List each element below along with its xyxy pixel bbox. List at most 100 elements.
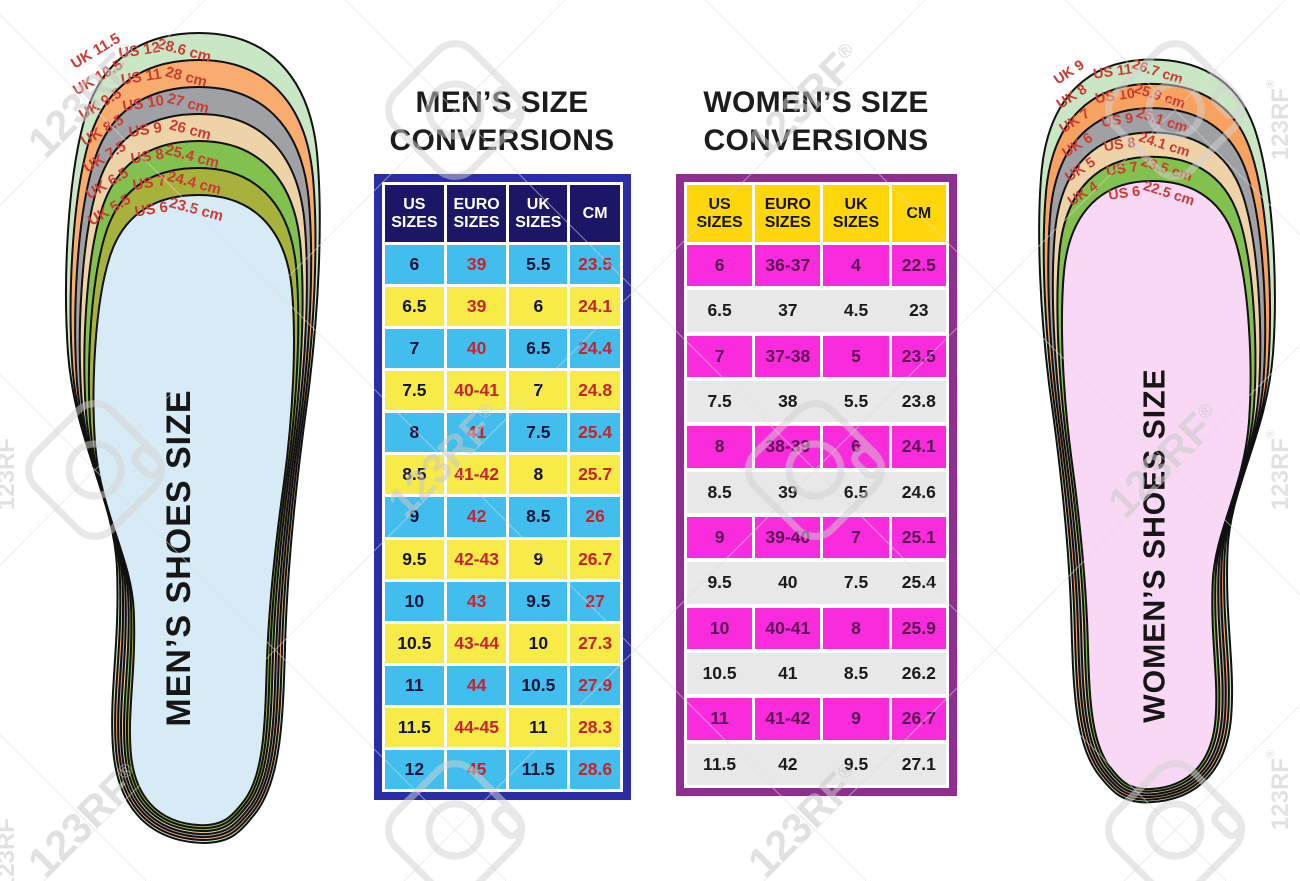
mens-chart-title: MEN’S SIZE CONVERSIONS bbox=[372, 84, 632, 160]
size-cell: 11 bbox=[687, 698, 753, 740]
size-cell: 24.1 bbox=[891, 426, 946, 468]
table-row: 9 42 8.5 26 bbox=[385, 497, 620, 537]
table-row: 11 44 10.5 27.9 bbox=[385, 665, 620, 705]
size-cell: 6 bbox=[823, 426, 889, 468]
column-header-word: SIZES bbox=[696, 213, 743, 231]
size-cell: 11 bbox=[509, 707, 568, 747]
column-header: UK SIZES bbox=[823, 185, 889, 242]
size-cell: 22.5 bbox=[891, 245, 946, 287]
womens-chart-title: WOMEN’S SIZE CONVERSIONS bbox=[671, 84, 961, 160]
size-cell: 27.9 bbox=[570, 665, 620, 705]
table-row: 11.5 42 9.5 27.1 bbox=[687, 743, 946, 785]
size-cell: 23.8 bbox=[901, 391, 936, 412]
size-cell: 8 bbox=[687, 426, 753, 468]
size-cell: 8.5 bbox=[843, 663, 869, 684]
size-cell: 7.5 bbox=[385, 371, 444, 411]
size-cell: 43-44 bbox=[446, 623, 507, 663]
table-row: 11.5 44-45 11 28.3 bbox=[385, 707, 620, 747]
size-cell: 26 bbox=[570, 497, 620, 537]
size-cell: 7.5 bbox=[707, 391, 732, 412]
size-cell: 23.5 bbox=[891, 335, 946, 377]
size-cell: 25.9 bbox=[891, 607, 946, 649]
size-cell: 39 bbox=[446, 245, 507, 285]
size-cell: 42 bbox=[778, 753, 798, 774]
size-cell: 6.5 bbox=[509, 329, 568, 369]
column-header-word: CM bbox=[582, 204, 608, 222]
table-row: 7.5 40-41 7 24.8 bbox=[385, 371, 620, 411]
table-row: 9 39-40 7 25.1 bbox=[687, 516, 946, 559]
column-header: US SIZES bbox=[687, 185, 753, 242]
size-cell: 39-40 bbox=[755, 516, 821, 559]
size-cell: 9 bbox=[509, 539, 568, 579]
size-cell: 7.5 bbox=[843, 572, 869, 593]
table-row: 6.5 39 6 24.1 bbox=[385, 287, 620, 327]
column-header-word: SIZES bbox=[391, 213, 438, 231]
size-cell: 28.3 bbox=[570, 707, 620, 747]
table-row: 8.5 39 6.5 24.6 bbox=[687, 471, 946, 513]
size-cell: 4 bbox=[823, 245, 889, 287]
womens-insole-title: WOMEN’S SHOES SIZE bbox=[1137, 368, 1171, 722]
table-row: 7 40 6.5 24.4 bbox=[385, 329, 620, 369]
mens-table-body: 6 39 5.5 23.5 6.5 39 6 24.1 7 40 6.5 24.4 7.5 40-41 7 2… bbox=[385, 245, 620, 789]
table-row: 10 40-41 8 25.9 bbox=[687, 607, 946, 649]
table-row: 12 45 11.5 28.6 bbox=[385, 749, 620, 789]
womens-table-header: US SIZES EURO SIZES UK SIZES CM bbox=[687, 185, 946, 242]
size-cell: 26.2 bbox=[901, 663, 936, 684]
size-cell: 9 bbox=[823, 698, 889, 740]
column-header-word: CM bbox=[906, 204, 932, 222]
mens-table-header: US SIZES EURO SIZES UK SIZES CM bbox=[385, 185, 620, 242]
size-cell: 7 bbox=[823, 516, 889, 559]
size-cell: 6.5 bbox=[707, 300, 732, 321]
size-cell: 11.5 bbox=[703, 753, 737, 774]
size-cell: 7 bbox=[509, 371, 568, 411]
size-cell: 27.1 bbox=[901, 753, 936, 774]
size-cell: 10 bbox=[509, 623, 568, 663]
size-cell: 43 bbox=[446, 581, 507, 621]
table-row: 8 38-39 6 24.1 bbox=[687, 426, 946, 468]
size-cell: 8.5 bbox=[707, 481, 732, 502]
size-cell: 44 bbox=[446, 665, 507, 705]
size-cell: 24.8 bbox=[570, 371, 620, 411]
column-header-word: EURO bbox=[453, 195, 500, 213]
watermark-text: 123RF® bbox=[0, 430, 20, 510]
size-cell: 24.4 bbox=[570, 329, 620, 369]
size-cell: 25.7 bbox=[570, 455, 620, 495]
column-header-word: EURO bbox=[764, 195, 811, 213]
size-cell: 6 bbox=[385, 245, 444, 285]
size-cell: 4.5 bbox=[843, 300, 869, 321]
column-header-word: SIZES bbox=[764, 213, 811, 231]
size-cell: 28.6 bbox=[570, 749, 620, 789]
size-cell: 23 bbox=[909, 300, 929, 321]
size-cell: 41-42 bbox=[446, 455, 507, 495]
size-cell: 5.5 bbox=[843, 391, 869, 412]
size-cell: 24.6 bbox=[901, 481, 936, 502]
size-cell: 39 bbox=[446, 287, 507, 327]
column-header: CM bbox=[891, 185, 946, 242]
size-cell: 11.5 bbox=[385, 707, 444, 747]
table-row: 6 36-37 4 22.5 bbox=[687, 245, 946, 287]
size-cell: 41 bbox=[778, 663, 798, 684]
table-row: 11 41-42 9 26.7 bbox=[687, 698, 946, 740]
mens-insole-title: MEN’S SHOES SIZE bbox=[160, 389, 198, 726]
table-row: 6.5 37 4.5 23 bbox=[687, 290, 946, 332]
size-cell: 37 bbox=[778, 300, 798, 321]
size-cell: 41-42 bbox=[755, 698, 821, 740]
size-cell: 42 bbox=[446, 497, 507, 537]
size-cell: 8 bbox=[823, 607, 889, 649]
size-cell: 40-41 bbox=[446, 371, 507, 411]
size-cell: 11.5 bbox=[509, 749, 568, 789]
size-cell: 8 bbox=[385, 413, 444, 453]
size-cell: 5.5 bbox=[509, 245, 568, 285]
column-header-word: US bbox=[708, 195, 731, 213]
size-cell: 6 bbox=[509, 287, 568, 327]
size-cell: 40 bbox=[778, 572, 798, 593]
size-cell: 7 bbox=[687, 335, 753, 377]
size-cell: 44-45 bbox=[446, 707, 507, 747]
size-cell: 37-38 bbox=[755, 335, 821, 377]
size-cell: 10.5 bbox=[385, 623, 444, 663]
size-cell: 10 bbox=[687, 607, 753, 649]
size-cell: 26.7 bbox=[570, 539, 620, 579]
size-cell: 38 bbox=[778, 391, 798, 412]
size-cell: 12 bbox=[385, 749, 444, 789]
